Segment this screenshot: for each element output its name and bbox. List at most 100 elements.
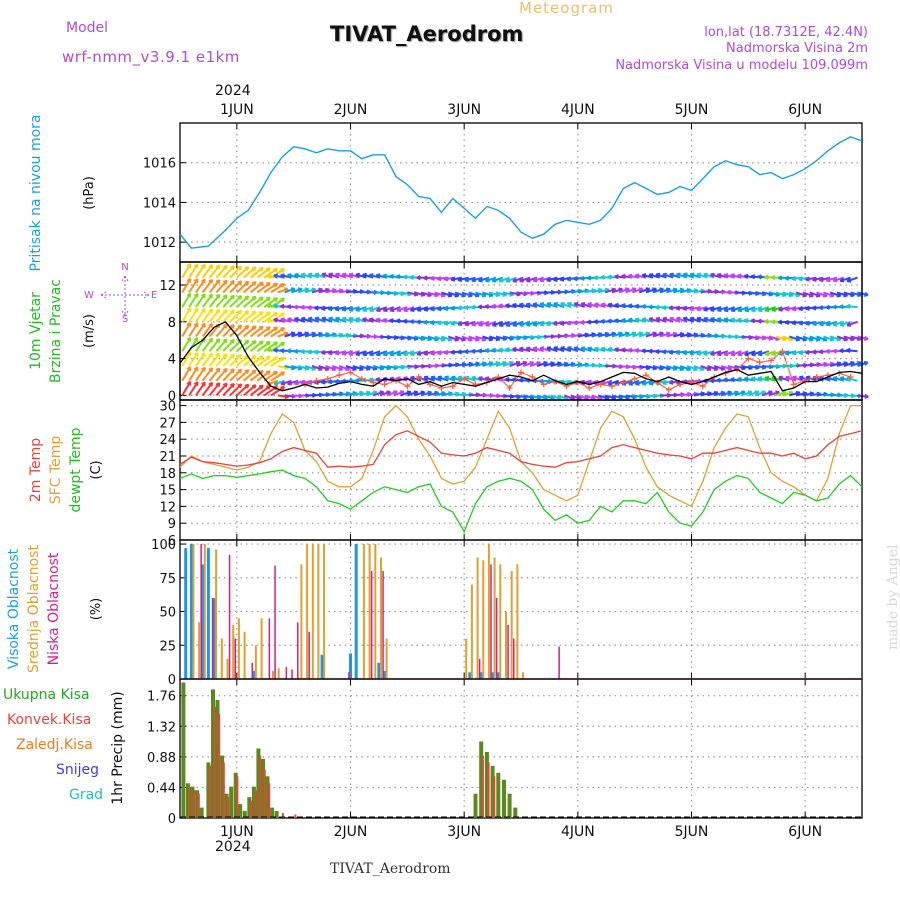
wind-arrow-head	[703, 306, 708, 312]
wind-arrow	[201, 323, 214, 338]
wind-arrow-head	[628, 380, 634, 386]
wind-arrow-head	[215, 338, 221, 343]
cloud-mid-bar	[306, 544, 309, 679]
wind-arrow	[632, 394, 644, 399]
wind-arrow	[604, 394, 616, 400]
wind-arrow-head	[825, 321, 831, 327]
wind-arrow-head	[757, 307, 763, 313]
wind-arrow-head	[825, 348, 830, 354]
wind-arrow	[195, 322, 206, 338]
wind-arrow-head	[559, 320, 565, 326]
wind-arrow	[632, 287, 644, 294]
wind-arrow-head	[403, 307, 408, 313]
wind-arrow-head	[416, 306, 422, 312]
wind-arrow	[236, 280, 250, 294]
wind-arrow-head	[716, 377, 721, 383]
wind-arrow-head	[286, 348, 292, 354]
wind-arrow	[843, 335, 855, 341]
lonlat: lon,lat (18.7312E, 42.4N)	[704, 25, 868, 40]
wind-arrow-head	[743, 273, 749, 279]
wind-arrow-head	[193, 351, 199, 357]
wind-arrow	[850, 361, 862, 367]
wind-arrow-head	[273, 356, 278, 361]
wind-arrow	[188, 307, 199, 323]
wind-arrow-head	[409, 319, 414, 325]
wind-arrow	[434, 291, 446, 297]
wind-arrow-head	[314, 349, 319, 355]
wind-arrow	[529, 394, 541, 400]
wind-arrow	[488, 335, 500, 341]
wind-arrow-head	[215, 279, 221, 284]
wind-arrow-head	[757, 274, 762, 280]
wind-arrow	[222, 338, 235, 352]
wind-arrow-head	[864, 335, 869, 341]
wind-arrow	[645, 287, 657, 294]
wind-arrow-head	[553, 321, 558, 327]
wind-arrow	[249, 384, 264, 397]
wind-arrow	[243, 281, 257, 294]
wind-arrow-head	[341, 272, 347, 278]
wind-arrow-head	[300, 316, 306, 322]
precip-total-bar	[507, 793, 512, 818]
wind-gust-marker	[802, 377, 809, 384]
wind-arrow-head	[716, 351, 722, 357]
wind-arrow-head	[716, 317, 722, 323]
wind-arrow	[516, 361, 528, 367]
wind-arrow-head	[201, 263, 206, 269]
wind-arrow-head	[265, 370, 271, 376]
compass-n: N	[121, 262, 128, 273]
wind-arrow	[502, 291, 514, 296]
wind-arrow-head	[676, 316, 681, 322]
wind-arrow-head	[464, 348, 469, 355]
wind-arrow	[407, 291, 419, 296]
wind-arrow-head	[355, 317, 360, 323]
precip-conv-bar	[268, 783, 271, 819]
wind-arrow-head	[546, 321, 551, 327]
cloud-mid-bar	[277, 668, 280, 679]
wind-arrow-head	[485, 277, 490, 283]
wind-arrow-head	[230, 382, 235, 388]
wind-arrow-head	[430, 375, 436, 381]
wind-arrow-head	[635, 380, 640, 386]
wind-arrow-head	[251, 325, 257, 331]
wind-arrow	[420, 391, 432, 397]
wind-arrow-head	[409, 375, 415, 381]
wind-arrow	[816, 291, 828, 298]
wind-arrow-head	[777, 275, 783, 281]
precip-total-bar	[229, 786, 234, 818]
temp-panel-ytick-label: 27	[159, 416, 176, 431]
wind-gust-marker	[665, 386, 672, 393]
wind-arrow-head	[532, 321, 538, 327]
wind-arrow-head	[587, 346, 592, 352]
wind-arrow	[256, 267, 271, 279]
wind-arrow-head	[382, 273, 387, 279]
wind-arrow-head	[491, 347, 496, 353]
wind-arrow-head	[208, 293, 214, 299]
wind-arrow-head	[273, 326, 278, 332]
elevation: Nadmorska Visina 2m	[726, 41, 868, 56]
wind-arrow	[263, 326, 278, 338]
wind-arrow-head	[464, 321, 469, 327]
temp-panel-ytick-label: 24	[159, 433, 176, 448]
wind-arrow-head	[614, 274, 619, 280]
compass-icon	[100, 275, 150, 317]
cloud-mid-bar	[323, 544, 326, 679]
wind-arrow	[188, 366, 199, 382]
wind-arrow-head	[539, 277, 545, 283]
wind-arrow	[782, 335, 794, 341]
precip-panel-ytick-label: 1.76	[147, 690, 176, 705]
wind-arrow	[673, 288, 685, 294]
wind-arrow-head	[230, 368, 235, 374]
wind-arrow-head	[265, 311, 271, 317]
wind-arrow	[243, 310, 257, 323]
wind-arrow	[482, 361, 494, 367]
wind-arrow	[482, 335, 494, 341]
wind-arrow	[584, 394, 596, 400]
wind-arrow-head	[716, 272, 722, 278]
wind-arrow	[839, 276, 851, 283]
wind-arrow	[201, 264, 214, 279]
wind-arrow-head	[593, 319, 598, 325]
wind-arrow-head	[703, 316, 708, 322]
wind-arrow	[823, 362, 835, 367]
wind-arrow-head	[566, 301, 572, 307]
